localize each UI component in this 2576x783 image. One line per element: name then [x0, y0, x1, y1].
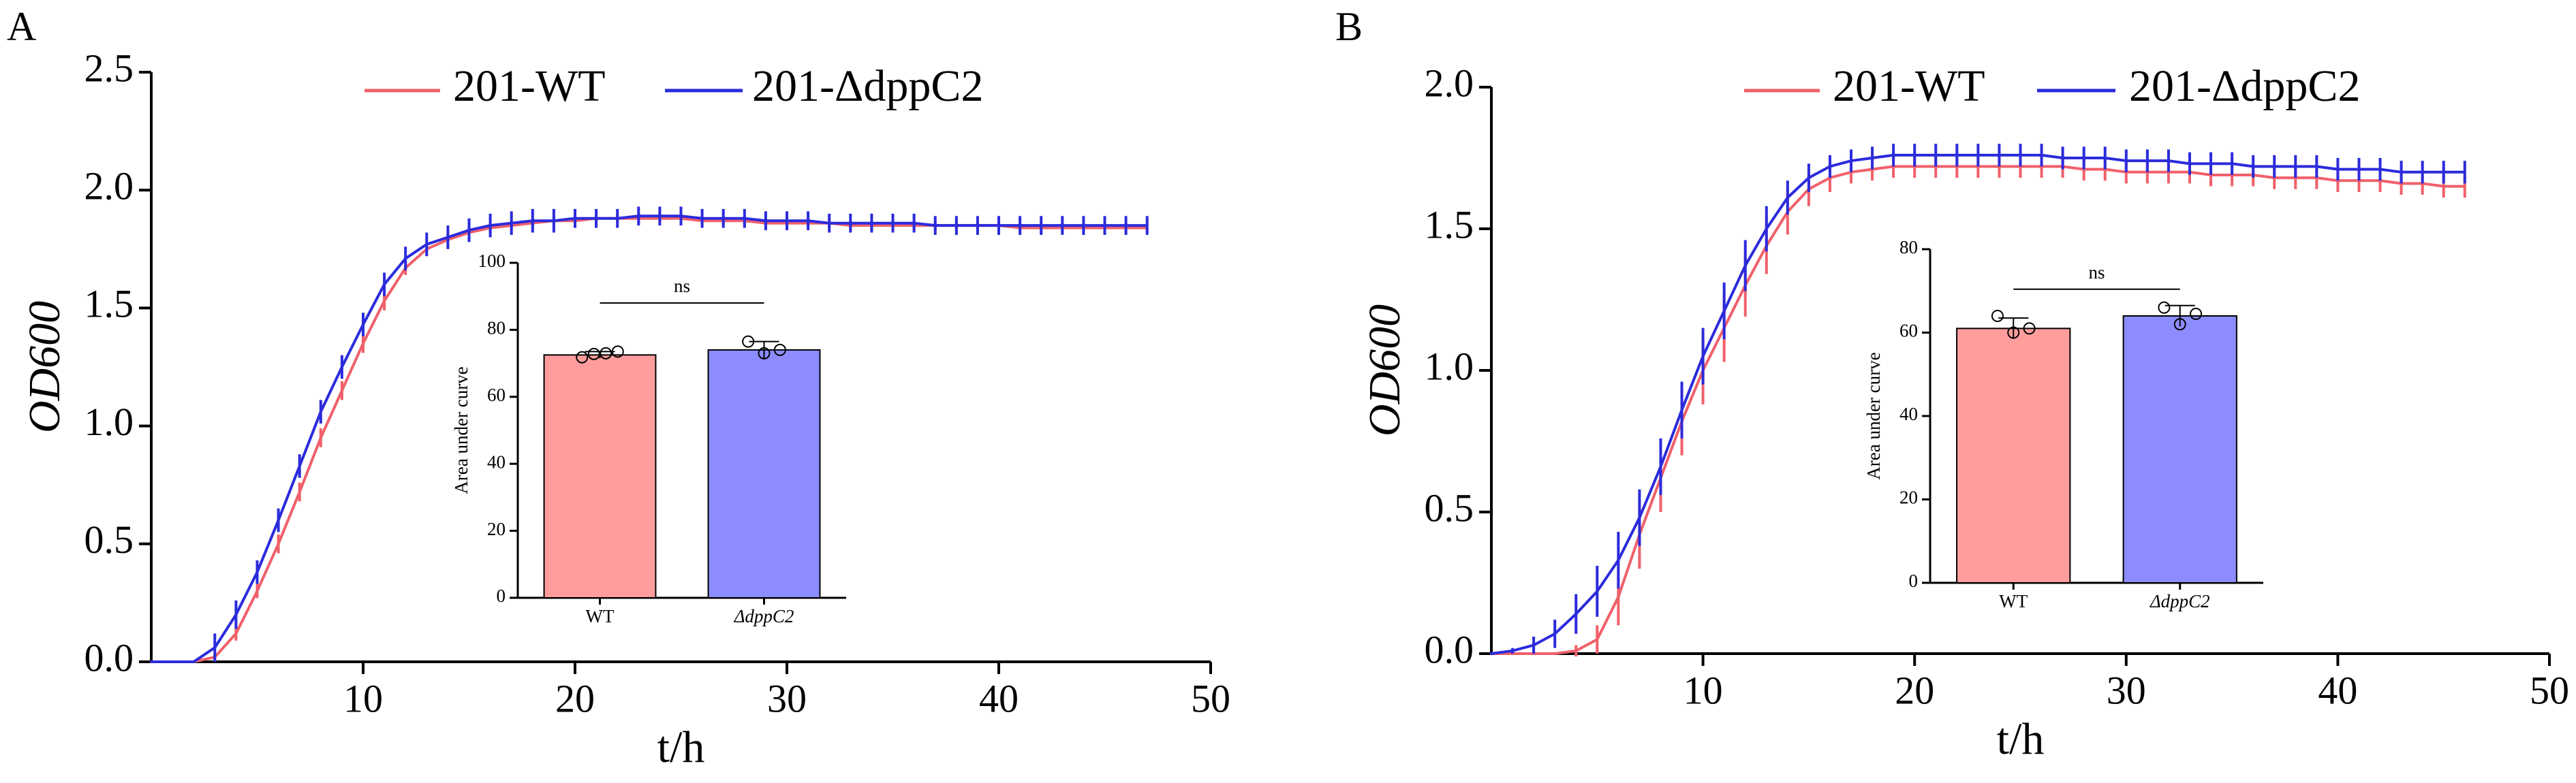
- significance-label: ns: [674, 276, 690, 296]
- y-tick-label: 2.0: [1425, 61, 1474, 105]
- y-axis-label: OD600: [20, 301, 69, 433]
- inset-dot: [587, 347, 600, 360]
- series-line: [151, 214, 1147, 663]
- significance-label: ns: [2088, 262, 2105, 283]
- inset-dot: [773, 343, 786, 356]
- y-tick-label: 1.0: [1425, 344, 1474, 388]
- inset-dot: [2158, 301, 2171, 314]
- y-tick-label: 0.5: [84, 517, 134, 562]
- inset-x-tick-label: ΔdppC2: [2150, 591, 2210, 611]
- y-tick-label: 0.5: [1425, 485, 1474, 530]
- inset-y-label: Area under curve: [1863, 352, 1884, 479]
- inset-x-tick-label: ΔdppC2: [734, 606, 794, 626]
- series-line: [1491, 153, 2465, 655]
- inset-y-label: Area under curve: [451, 366, 471, 494]
- inset-dot: [1991, 310, 2004, 322]
- x-tick-label: 50: [2530, 668, 2569, 712]
- panel-label: A: [7, 4, 36, 49]
- inset-bar: [707, 349, 821, 598]
- inset-y-tick-label: 100: [478, 251, 506, 271]
- inset-dot: [2023, 322, 2036, 335]
- inset-y-tick-label: 60: [1899, 321, 1918, 341]
- inset-bar: [2122, 315, 2237, 584]
- inset-y-tick-label: 0: [497, 586, 506, 606]
- inset-dot: [2173, 318, 2186, 331]
- y-tick-label: 0.0: [84, 635, 134, 680]
- y-tick-label: 1.5: [1425, 202, 1474, 246]
- y-axis-label: OD600: [1360, 304, 1410, 436]
- legend-label: 201-ΔdppC2: [752, 61, 983, 111]
- y-tick-label: 2.5: [84, 46, 134, 90]
- x-tick-label: 10: [1683, 668, 1723, 712]
- inset-dot: [600, 347, 612, 359]
- x-axis-label: t/h: [657, 722, 705, 772]
- inset-x-tick-label: WT: [1999, 591, 2028, 611]
- y-tick-label: 0.0: [1425, 627, 1474, 671]
- inset-y-tick-label: 40: [1899, 404, 1918, 424]
- inset-dot: [2190, 307, 2203, 320]
- x-tick-label: 50: [1191, 676, 1230, 720]
- x-tick-label: 30: [767, 676, 807, 720]
- inset-bar: [1956, 327, 2071, 584]
- legend-label: 201-WT: [1833, 61, 1985, 111]
- inset-dot: [611, 345, 624, 358]
- inset-y-tick-label: 80: [487, 318, 506, 338]
- x-tick-label: 20: [555, 676, 595, 720]
- legend-label: 201-ΔdppC2: [2129, 61, 2360, 111]
- y-tick-label: 1.0: [84, 400, 134, 444]
- x-tick-label: 40: [979, 676, 1019, 720]
- inset-y-tick-label: 20: [487, 519, 506, 539]
- inset-dot: [742, 335, 755, 348]
- y-tick-label: 2.0: [84, 164, 134, 208]
- inset-y-tick-label: 40: [487, 451, 506, 472]
- legend-label: 201-WT: [453, 61, 606, 111]
- inset-dot: [2007, 326, 2020, 339]
- inset-x-tick-label: WT: [586, 606, 615, 626]
- inset-dot: [576, 351, 589, 364]
- x-tick-label: 10: [343, 676, 383, 720]
- inset-y-tick-label: 0: [1909, 571, 1919, 591]
- inset-y-tick-label: 20: [1899, 488, 1918, 508]
- x-tick-label: 40: [2318, 668, 2357, 712]
- inset-dot: [758, 347, 771, 359]
- x-axis-label: t/h: [1997, 714, 2045, 764]
- inset-y-tick-label: 60: [487, 385, 506, 405]
- panel-label: B: [1335, 4, 1363, 49]
- inset-y-tick-label: 80: [1899, 237, 1918, 257]
- inset-bar: [543, 354, 657, 598]
- x-tick-label: 20: [1895, 668, 1934, 712]
- x-tick-label: 30: [2107, 668, 2146, 712]
- y-tick-label: 1.5: [84, 282, 134, 326]
